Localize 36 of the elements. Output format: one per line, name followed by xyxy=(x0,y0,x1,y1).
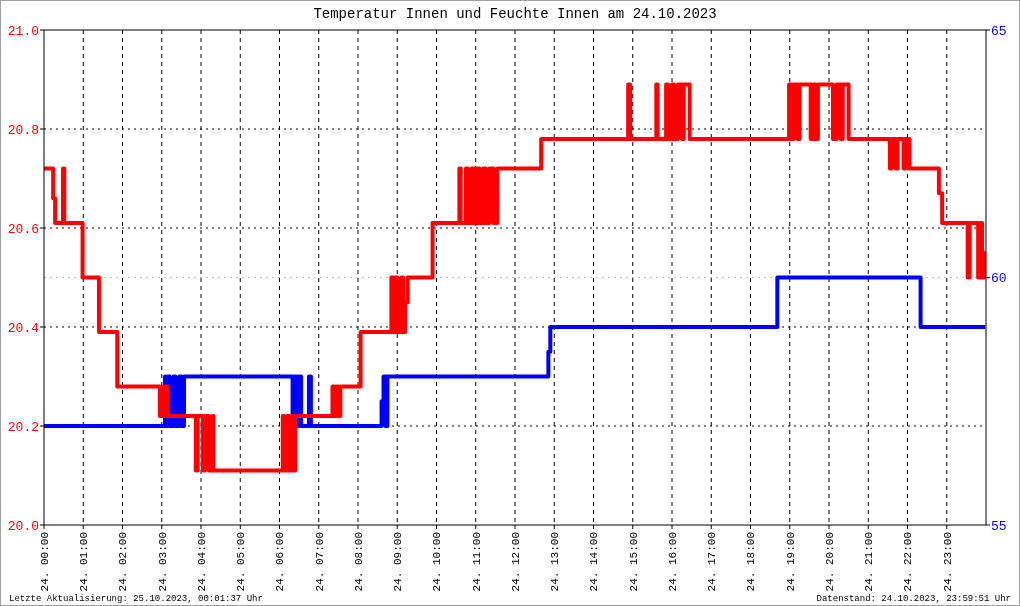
x-tick-label: 24. 03:00 xyxy=(156,532,169,592)
x-tick-label: 24. 21:00 xyxy=(863,532,876,592)
x-tick-label: 24. 01:00 xyxy=(78,532,91,592)
x-tick-label: 24. 15:00 xyxy=(627,532,640,592)
text: Datenstand: 24.10.2023, 23:59:51 Uhr xyxy=(816,594,1011,604)
chart-title: Temperatur Innen und Feuchte Innen am 24.10.2023 xyxy=(313,6,717,22)
x-tick-label: 24. 05:00 xyxy=(235,532,248,592)
text: Letzte Aktualisierung: 25.10.2023, 00:01:37 Uhr xyxy=(9,594,263,604)
x-tick-label: 24. 10:00 xyxy=(431,532,444,592)
x-tick-label: 24. 02:00 xyxy=(117,532,130,592)
y2-tick-label: 55 xyxy=(991,518,1007,534)
y-tick-label: 20.8 xyxy=(7,122,39,138)
y-tick-label: 20.0 xyxy=(7,518,39,534)
x-tick-label: 24. 17:00 xyxy=(706,532,719,592)
x-tick-label: 24. 19:00 xyxy=(784,532,797,592)
x-tick-label: 24. 12:00 xyxy=(509,532,522,592)
y-tick-label: 21.0 xyxy=(7,23,39,39)
x-tick-label: 24. 04:00 xyxy=(195,532,208,592)
x-tick-label: 24. 14:00 xyxy=(588,532,601,592)
x-tick-label: 24. 06:00 xyxy=(274,532,287,592)
y-tick-label: 20.4 xyxy=(7,320,40,336)
x-tick-label: 24. 11:00 xyxy=(470,532,483,592)
x-tick-label: 24. 23:00 xyxy=(941,532,954,592)
x-tick-label: 24. 20:00 xyxy=(823,532,836,592)
x-tick-label: 24. 13:00 xyxy=(549,532,562,592)
y2-tick-label: 60 xyxy=(991,271,1007,287)
x-tick-label: 24. 22:00 xyxy=(902,532,915,592)
x-tick-label: 24. 07:00 xyxy=(313,532,326,592)
x-tick-label: 24. 09:00 xyxy=(392,532,405,592)
y2-tick-label: 65 xyxy=(991,23,1007,39)
y-tick-label: 20.2 xyxy=(7,419,39,435)
x-tick-label: 24. 00:00 xyxy=(38,532,51,592)
x-tick-label: 24. 18:00 xyxy=(745,532,758,592)
y-tick-label: 20.6 xyxy=(7,221,39,237)
x-tick-label: 24. 16:00 xyxy=(666,532,679,592)
x-tick-label: 24. 08:00 xyxy=(352,532,365,592)
